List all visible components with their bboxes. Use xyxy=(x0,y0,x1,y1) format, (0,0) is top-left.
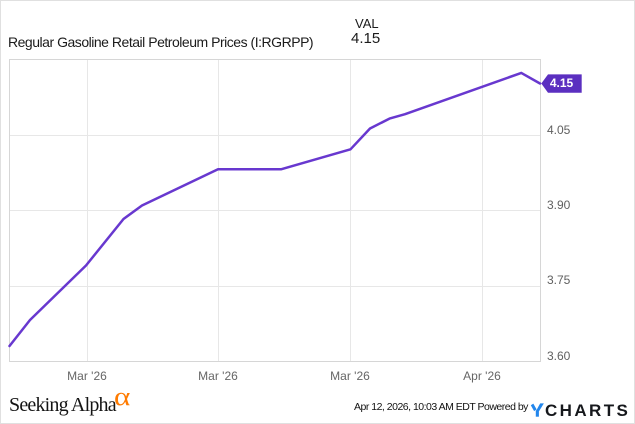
svg-text:4.15: 4.15 xyxy=(550,76,574,90)
